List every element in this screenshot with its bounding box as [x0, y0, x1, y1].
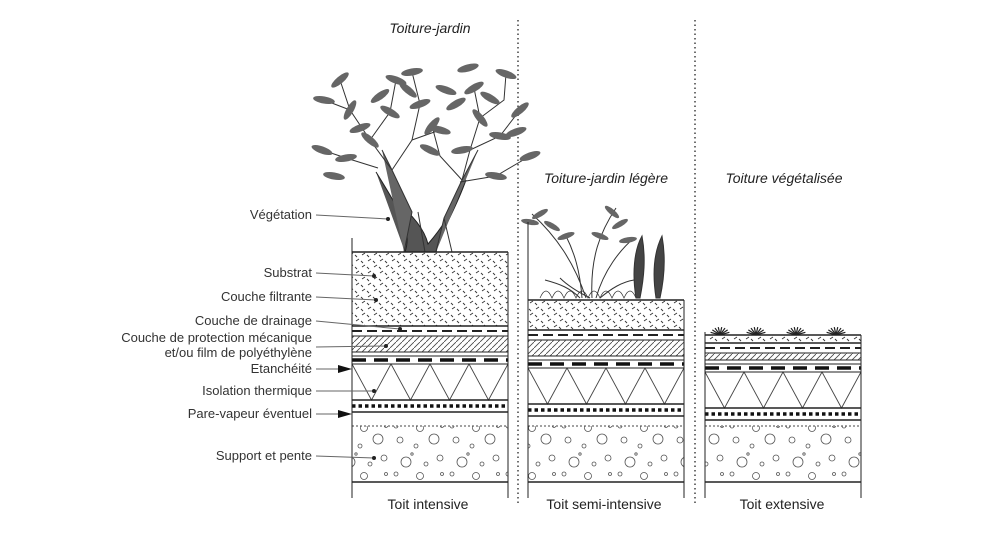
sedum-tuft — [787, 327, 806, 335]
heading-semi-intensive: Toiture-jardin légère — [544, 170, 668, 186]
label-waterproofing: Etanchéité — [251, 361, 312, 376]
substrate-layer — [705, 335, 861, 343]
tree-illustration — [310, 62, 541, 252]
caption-semi-intensive: Toit semi-intensive — [546, 496, 661, 512]
leaf — [341, 99, 358, 122]
caption-extensive: Toit extensive — [740, 496, 825, 512]
support-layer — [528, 426, 684, 482]
label-vegetation: Végétation — [250, 207, 312, 222]
leaf — [509, 100, 530, 120]
support-layer — [352, 426, 508, 482]
extensive-sedum-plants — [711, 327, 846, 335]
leaf — [479, 89, 502, 106]
leaf — [369, 87, 391, 106]
protection-layer — [528, 340, 684, 356]
tree-leaves — [310, 62, 541, 182]
leaf — [348, 121, 371, 135]
heading-intensive: Toiture-jardin — [389, 20, 470, 36]
leaf — [557, 230, 576, 241]
leaf — [401, 67, 424, 78]
leaf — [445, 95, 468, 112]
leaf — [451, 145, 474, 156]
leaf — [543, 219, 561, 233]
sedum-tuft — [827, 327, 846, 335]
layer-labels: Végétation Substrat Couche filtrante Cou… — [121, 207, 312, 463]
leaf — [470, 107, 490, 128]
leaf — [485, 171, 508, 182]
label-polyethylene-film: et/ou film de polyéthylène — [165, 345, 312, 360]
leaf — [531, 207, 549, 221]
label-protection-layer: Couche de protection mécanique — [121, 330, 312, 345]
leaf — [329, 70, 350, 90]
heading-extensive: Toiture végétalisée — [725, 170, 842, 186]
leaf — [323, 171, 346, 182]
leaf — [611, 217, 629, 231]
leaf — [310, 143, 333, 157]
caption-intensive: Toit intensive — [388, 496, 469, 512]
leaf — [422, 115, 442, 136]
label-thermal-insulation: Isolation thermique — [202, 383, 312, 398]
semi-intensive-leaves — [521, 204, 638, 244]
insulation-layer — [705, 372, 861, 408]
label-vapour-barrier: Pare-vapeur éventuel — [188, 406, 312, 421]
protection-layer — [705, 353, 861, 360]
leaf — [408, 97, 431, 111]
label-filter-layer: Couche filtrante — [221, 289, 312, 304]
leaf — [434, 83, 457, 97]
support-layer — [705, 426, 861, 482]
layer-stacks — [352, 222, 861, 498]
protection-layer — [352, 336, 508, 352]
leaf — [456, 62, 479, 75]
leaf — [313, 95, 336, 106]
label-drainage-layer: Couche de drainage — [195, 313, 312, 328]
leaf — [397, 80, 418, 100]
insulation-layer — [528, 368, 684, 404]
substrate-layer — [352, 252, 508, 326]
insulation-layer — [352, 364, 508, 400]
substrate-layer — [528, 300, 684, 330]
stack-extensive — [705, 332, 861, 498]
leaf — [335, 153, 358, 164]
sedum-tuft — [747, 327, 766, 335]
semi-intensive-plants — [521, 204, 665, 298]
label-support-slope: Support et pente — [216, 448, 312, 463]
leaf — [379, 103, 402, 120]
sedum-tuft — [711, 327, 730, 335]
leaf — [359, 130, 380, 150]
label-substrate: Substrat — [264, 265, 313, 280]
leaf — [603, 204, 620, 220]
